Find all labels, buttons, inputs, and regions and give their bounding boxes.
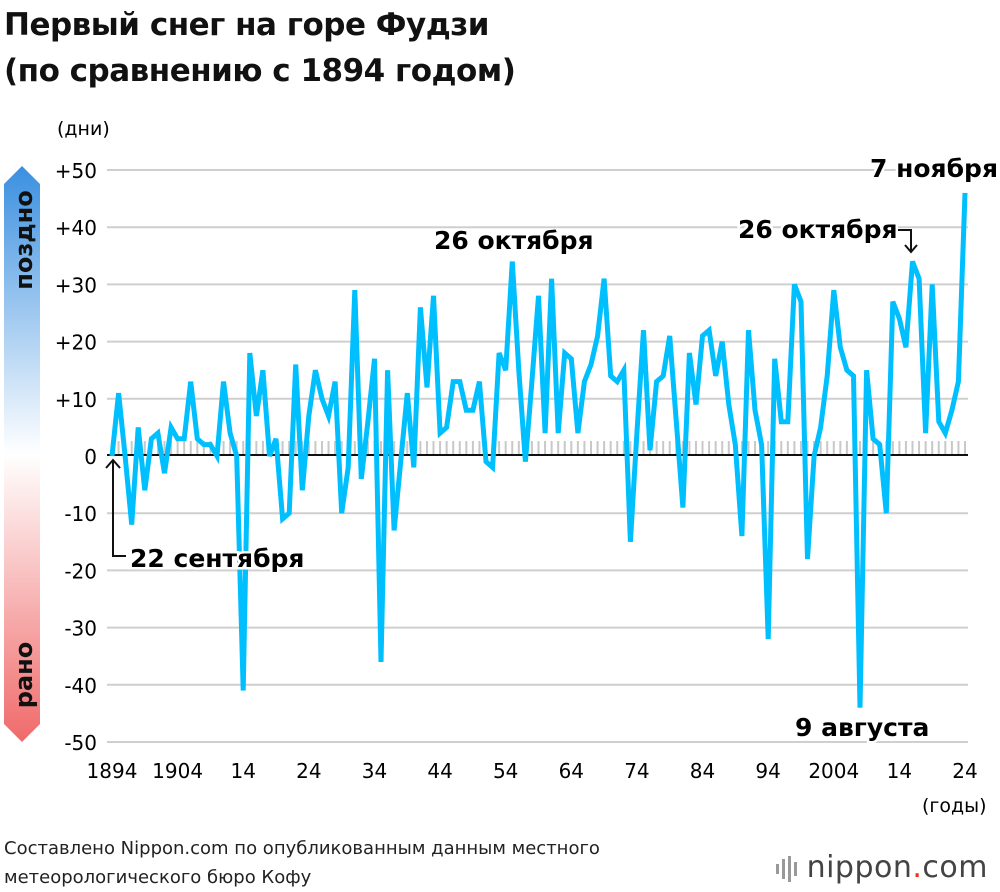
x-tick-label: 34 <box>362 759 387 783</box>
y-tick-label: +50 <box>55 159 97 183</box>
y-tick-label: -50 <box>64 731 97 755</box>
y-tick-label: +20 <box>55 331 97 355</box>
y-tick-label: +30 <box>55 273 97 297</box>
late-early-gradient-bar <box>4 166 40 742</box>
y-tick-label: -10 <box>64 502 97 526</box>
annotation-aug9: 9 августа <box>795 713 929 742</box>
y-tick-label: +10 <box>55 388 97 412</box>
annotation-arrow-sep22 <box>105 458 126 557</box>
x-tick-label: 64 <box>559 759 584 783</box>
title-line-1: Первый снег на горе Фудзи <box>4 7 489 43</box>
x-tick-label: 24 <box>296 759 321 783</box>
x-tick-label: 24 <box>952 759 977 783</box>
annotation-oct26-1955: 26 октября <box>434 226 594 255</box>
x-tick-label: 14 <box>231 759 256 783</box>
x-tick-label: 1904 <box>152 759 203 783</box>
title-line-2: (по сравнению с 1894 годом) <box>4 53 516 89</box>
logo-dot: . <box>912 850 923 885</box>
y-axis-unit: (дни) <box>57 118 110 140</box>
x-tick-label: 1894 <box>87 759 138 783</box>
early-label: рано <box>10 642 38 708</box>
late-label: поздно <box>10 190 38 289</box>
x-tick-label: 2004 <box>808 759 859 783</box>
annotation-oct26-2016: 26 октября <box>738 215 898 244</box>
annotation-sep22: 22 сентября <box>130 544 305 573</box>
source-line-2: метеорологического бюро Кофу <box>4 867 312 888</box>
annotation-nov7: 7 ноября <box>870 154 998 183</box>
annotation-arrow-oct26-2016 <box>898 229 918 254</box>
x-tick-label: 94 <box>755 759 780 783</box>
x-tick-label: 44 <box>427 759 452 783</box>
x-tick-label: 54 <box>493 759 518 783</box>
y-tick-label: -30 <box>64 617 97 641</box>
logo-bars-icon <box>775 855 797 882</box>
y-tick-label: -40 <box>64 674 97 698</box>
x-axis-unit: (годы) <box>922 795 987 817</box>
x-tick-label: 74 <box>624 759 649 783</box>
chart-title: Первый снег на горе Фудзи (по сравнению … <box>4 2 516 94</box>
source-line-1: Составлено Nippon.com по опубликованным … <box>4 838 600 859</box>
x-tick-label: 14 <box>887 759 912 783</box>
source-note: Составлено Nippon.com по опубликованным … <box>4 834 600 892</box>
y-tick-label: -20 <box>64 559 97 583</box>
logo-text: nippon <box>806 850 913 885</box>
x-tick-label: 84 <box>690 759 715 783</box>
logo-text-end: com <box>922 850 988 885</box>
nippon-logo: nippon.com <box>775 850 988 885</box>
y-tick-label: +40 <box>55 216 97 240</box>
y-tick-label: 0 <box>84 445 97 469</box>
